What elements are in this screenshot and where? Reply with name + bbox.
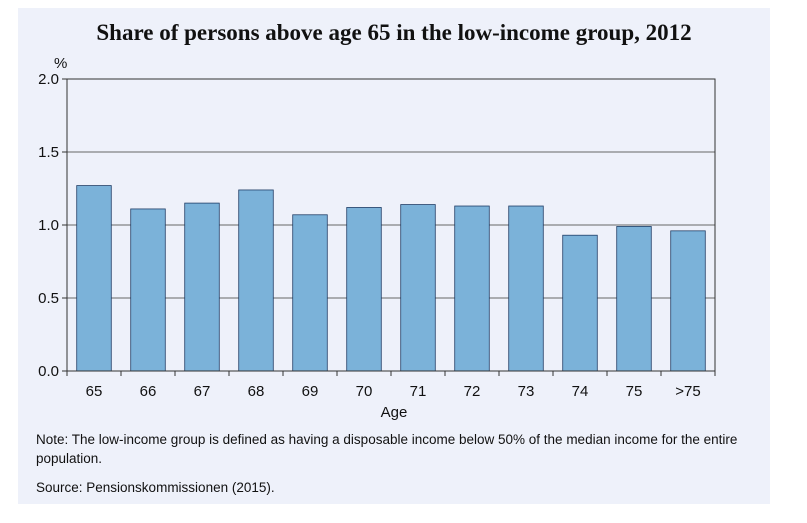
x-tick-label: 65 [86,383,103,400]
chart-source: Source: Pensionskommissionen (2015). [36,480,275,495]
x-tick-label: 66 [140,383,157,400]
chart-note: Note: The low-income group is defined as… [36,432,738,466]
x-axis-label: Age [381,404,408,421]
y-tick-labels: 0.0 0.5 1.0 1.5 2.0 [38,71,67,380]
x-tick-label: 74 [572,383,589,400]
y-axis-unit: % [54,55,67,72]
bar-73 [508,205,544,372]
x-tick-labels: 65 66 67 68 69 70 71 72 73 74 75 >75 [66,371,716,400]
y-tick-label: 0.5 [38,290,59,307]
gridlines [67,151,715,299]
y-tick-label: 1.0 [38,217,59,234]
x-tick-label: 73 [518,383,535,400]
x-tick-label: >75 [675,383,700,400]
chart-title: Share of persons above age 65 in the low… [96,20,692,45]
x-tick-label: 67 [194,383,211,400]
bar-72 [454,205,490,372]
bar-65 [76,185,112,372]
bar-68 [238,189,274,372]
x-tick-label: 70 [356,383,373,400]
chart-panel: Share of persons above age 65 in the low… [18,8,770,504]
x-tick-label: 75 [626,383,643,400]
bar-74 [562,234,598,372]
bars-group [76,185,706,372]
x-tick-label: 72 [464,383,481,400]
y-tick-label: 2.0 [38,71,59,88]
bar-75 [616,226,652,372]
y-tick-label: 0.0 [38,363,59,380]
x-tick-label: 69 [302,383,319,400]
bar-chart: 0.0 0.5 1.0 1.5 2.0 65 66 67 68 69 70 71 72 73 74 75 >7… [38,55,716,421]
bar-71 [400,204,436,372]
bar-69 [292,214,328,372]
y-tick-label: 1.5 [38,144,59,161]
bar-66 [130,208,166,372]
x-tick-label: 68 [248,383,265,400]
x-tick-label: 71 [410,383,427,400]
bar-70 [346,207,382,372]
bar-67 [184,202,220,372]
bar-over-75 [670,230,706,372]
